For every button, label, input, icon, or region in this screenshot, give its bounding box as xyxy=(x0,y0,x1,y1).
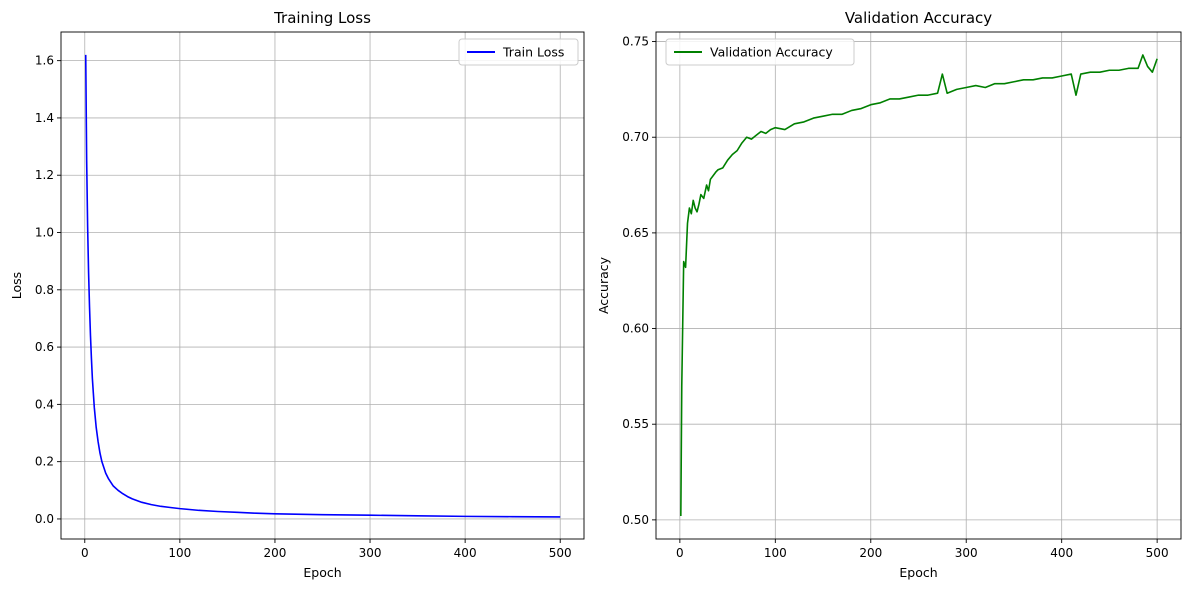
x-tick-label: 300 xyxy=(359,546,382,560)
x-tick-label: 500 xyxy=(549,546,572,560)
x-tick-label: 500 xyxy=(1146,546,1169,560)
legend-box xyxy=(458,38,579,66)
x-tick-label: 100 xyxy=(168,546,191,560)
x-tick-label: 300 xyxy=(955,546,978,560)
y-tick-label: 0.4 xyxy=(35,397,54,411)
y-tick-label: 0.6 xyxy=(35,340,54,354)
y-tick-label: 1.2 xyxy=(35,168,54,182)
legend: Train Loss xyxy=(458,38,579,66)
y-tick-label: 0.0 xyxy=(35,512,54,526)
x-tick-label: 100 xyxy=(764,546,787,560)
x-tick-label: 200 xyxy=(859,546,882,560)
chart-title: Training Loss xyxy=(273,9,371,27)
x-tick-label: 0 xyxy=(676,546,684,560)
legend: Validation Accuracy xyxy=(665,38,855,66)
y-tick-label: 0.2 xyxy=(35,455,54,469)
x-tick-label: 0 xyxy=(81,546,89,560)
y-tick-label: 0.60 xyxy=(622,322,649,336)
y-tick-label: 1.0 xyxy=(35,226,54,240)
x-axis-label: Epoch xyxy=(303,565,341,580)
legend-box xyxy=(665,38,855,66)
chart-validation-accuracy: 0 100 200 300 400 500 0.50 0.55 0.60 0.65 0.70 0.75… xyxy=(596,9,1182,580)
axes-frame xyxy=(655,31,1182,540)
x-tick-label: 400 xyxy=(1050,546,1073,560)
chart-training-loss: 0 100 200 300 400 500 0.0 0.2 0.4 0.6 0.8 1.0 1.2 1.4… xyxy=(9,9,585,580)
y-tick-label: 0.70 xyxy=(622,130,649,144)
y-tick-label: 0.65 xyxy=(622,226,649,240)
series-line xyxy=(84,54,561,518)
y-axis-label: Loss xyxy=(9,272,24,299)
legend-label: Train Loss xyxy=(502,45,564,60)
y-tick-label: 0.8 xyxy=(35,283,54,297)
x-tick-label: 200 xyxy=(264,546,287,560)
y-tick-label: 1.6 xyxy=(35,54,54,68)
legend-label: Validation Accuracy xyxy=(710,45,833,60)
x-axis-label: Epoch xyxy=(899,565,937,580)
y-tick-label: 1.4 xyxy=(35,111,54,125)
axes-frame xyxy=(60,31,585,540)
series-line xyxy=(680,54,1158,517)
y-tick-label: 0.75 xyxy=(622,35,649,49)
y-tick-label: 0.50 xyxy=(622,513,649,527)
x-tick-label: 400 xyxy=(454,546,477,560)
chart-title: Validation Accuracy xyxy=(845,9,992,27)
y-axis-label: Accuracy xyxy=(596,256,611,314)
y-tick-label: 0.55 xyxy=(622,417,649,431)
